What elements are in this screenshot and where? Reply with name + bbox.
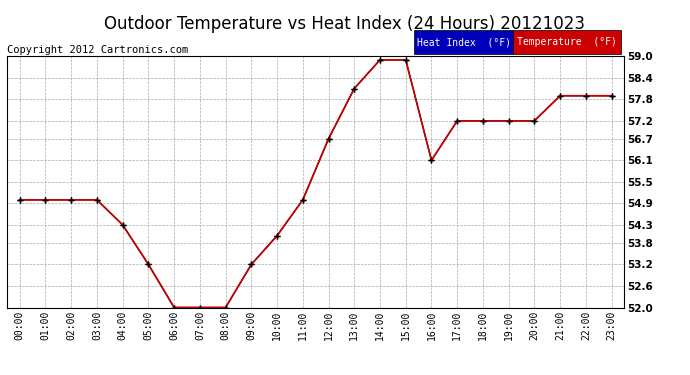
- Text: Outdoor Temperature vs Heat Index (24 Hours) 20121023: Outdoor Temperature vs Heat Index (24 Ho…: [104, 15, 586, 33]
- Text: Copyright 2012 Cartronics.com: Copyright 2012 Cartronics.com: [7, 45, 188, 55]
- Text: Temperature  (°F): Temperature (°F): [518, 37, 617, 47]
- Text: Heat Index  (°F): Heat Index (°F): [417, 37, 511, 47]
